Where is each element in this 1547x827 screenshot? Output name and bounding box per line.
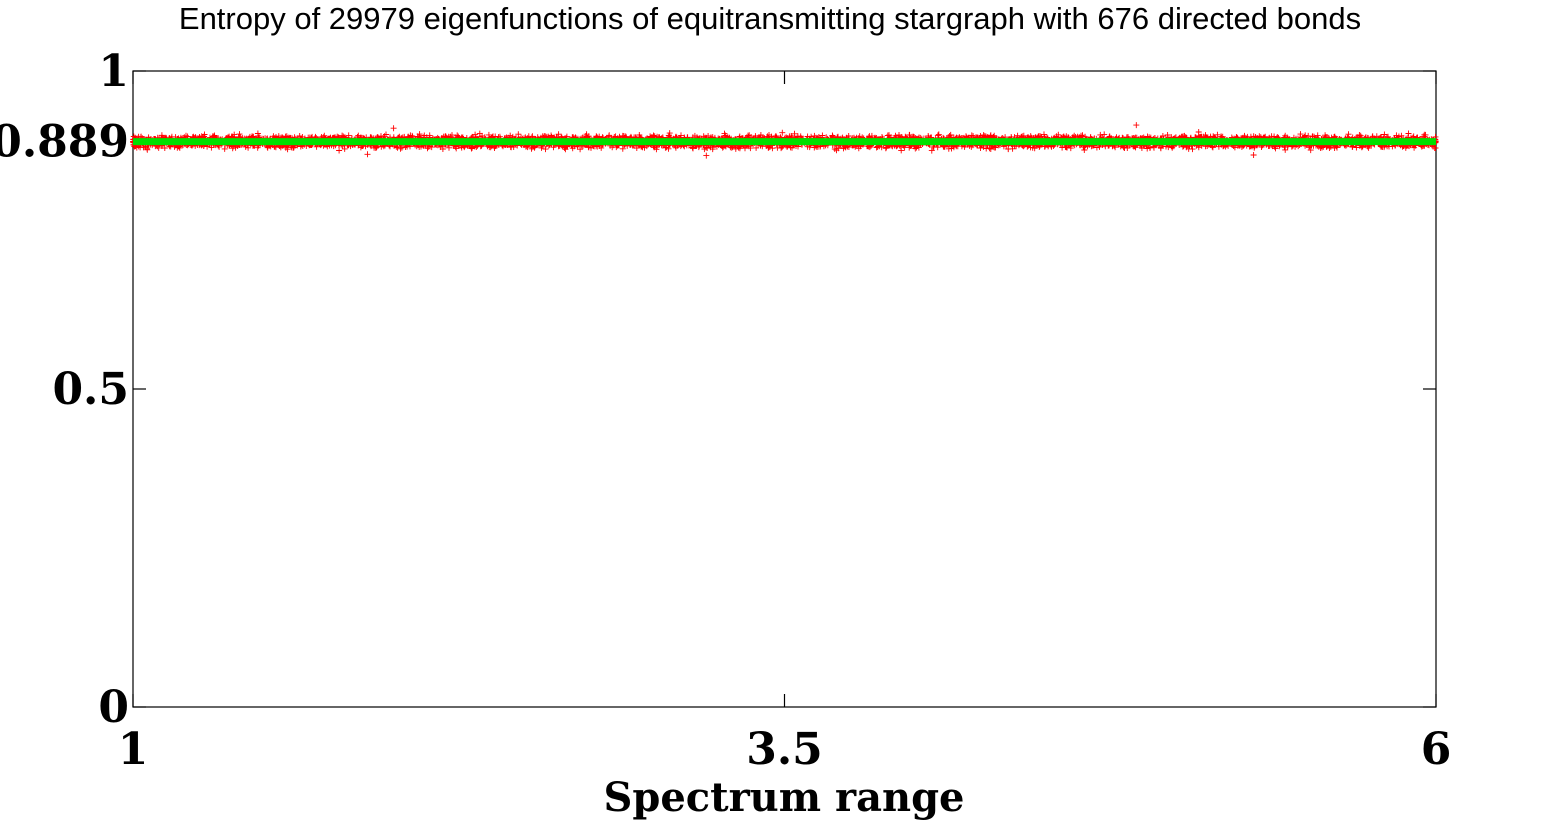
- y-tick-label-3: 1: [98, 46, 129, 97]
- x-axis-label: Spectrum range: [603, 774, 964, 821]
- x-tick-label-1: 3.5: [746, 724, 823, 775]
- y-tick-label-0: 0: [98, 682, 129, 733]
- y-tick-label-2: 0.889: [0, 117, 129, 168]
- tick-labels: 1 3.5 6 0 0.5 0.889 1: [0, 46, 1451, 775]
- plot-frame: [132, 70, 1437, 708]
- x-tick-label-2: 6: [1421, 724, 1452, 775]
- chart-title: Entropy of 29979 eigenfunctions of equit…: [179, 1, 1361, 36]
- tick-marks: [132, 70, 1437, 708]
- x-tick-label-0: 1: [118, 724, 149, 775]
- y-tick-label-1: 0.5: [52, 364, 129, 415]
